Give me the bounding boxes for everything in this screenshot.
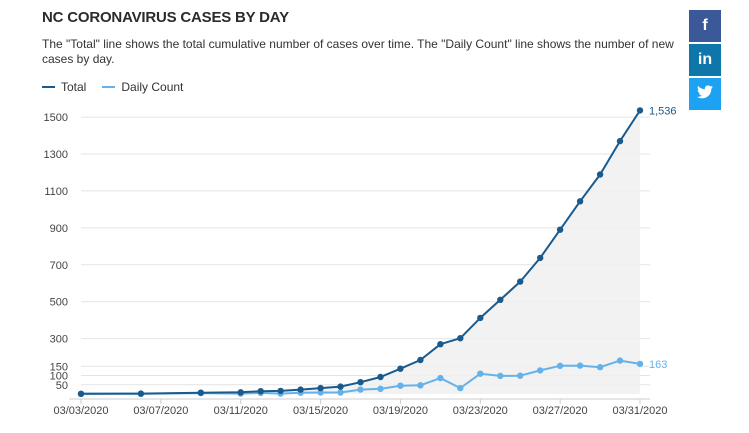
data-point-total[interactable] <box>137 390 145 397</box>
x-tick-label: 03/19/2020 <box>373 405 428 417</box>
data-point-total[interactable] <box>77 390 85 397</box>
data-point-total[interactable] <box>636 107 644 114</box>
data-point-daily-count[interactable] <box>457 384 464 392</box>
data-point-total[interactable] <box>257 388 264 395</box>
y-tick-label: 50 <box>56 380 68 392</box>
data-point-total[interactable] <box>437 341 444 348</box>
data-point-daily-count[interactable] <box>357 386 364 393</box>
data-point-total[interactable] <box>616 137 624 145</box>
data-point-daily-count[interactable] <box>397 382 404 389</box>
data-point-daily-count[interactable] <box>317 389 324 396</box>
legend-swatch-total <box>42 86 55 88</box>
x-tick-label: 03/07/2020 <box>133 405 188 417</box>
data-point-daily-count[interactable] <box>556 362 564 369</box>
linkedin-share-button[interactable]: in <box>689 44 721 76</box>
legend-item-daily-count[interactable]: Daily Count <box>102 80 183 94</box>
legend-item-total[interactable]: Total <box>42 80 86 94</box>
series-line-total <box>80 109 641 395</box>
data-point-total[interactable] <box>237 389 244 396</box>
data-point-total[interactable] <box>417 356 424 364</box>
data-point-daily-count[interactable] <box>497 372 504 380</box>
data-point-total[interactable] <box>357 379 364 386</box>
data-point-daily-count[interactable] <box>337 389 344 396</box>
data-point-total[interactable] <box>497 296 504 303</box>
chart-grid <box>81 116 650 386</box>
linkedin-icon: in <box>697 51 713 68</box>
data-point-total[interactable] <box>477 314 484 322</box>
total-area-fill <box>81 110 640 395</box>
y-tick-label: 500 <box>50 297 68 309</box>
x-tick-label: 03/27/2020 <box>533 405 588 417</box>
x-tick-label: 03/31/2020 <box>612 405 667 417</box>
y-tick-label: 1300 <box>44 149 68 161</box>
y-tick-label: 300 <box>50 334 68 346</box>
data-point-total[interactable] <box>537 254 544 262</box>
data-point-daily-count[interactable] <box>377 385 384 392</box>
data-point-daily-count[interactable] <box>477 370 484 377</box>
data-point-total[interactable] <box>517 278 524 285</box>
data-point-daily-count[interactable] <box>576 362 584 369</box>
y-tick-label: 1500 <box>44 112 68 124</box>
series-group <box>77 107 644 397</box>
data-point-total[interactable] <box>576 198 584 205</box>
chart-subtitle: The "Total" line shows the total cumulat… <box>42 37 674 66</box>
x-tick-label: 03/03/2020 <box>53 405 108 417</box>
end-labels: 163 1,536 <box>649 105 677 370</box>
data-point-daily-count[interactable] <box>517 372 524 379</box>
y-tick-label: 150 <box>50 361 68 373</box>
end-label-total: 1,536 <box>649 105 677 117</box>
y-tick-label: 700 <box>50 260 68 272</box>
data-point-daily-count[interactable] <box>437 374 444 382</box>
end-label-daily-count: 163 <box>649 359 667 371</box>
twitter-share-button[interactable] <box>689 78 721 110</box>
data-point-total[interactable] <box>377 373 384 381</box>
legend-label-total: Total <box>61 80 87 94</box>
facebook-share-button[interactable]: f <box>689 10 721 42</box>
data-point-total[interactable] <box>556 226 564 233</box>
chart-legend: Total Daily Count <box>42 80 199 94</box>
y-tick-label: 100 <box>50 371 68 383</box>
y-tick-label: 1100 <box>44 186 68 198</box>
data-point-daily-count[interactable] <box>537 367 544 374</box>
data-point-total[interactable] <box>596 171 604 178</box>
legend-label-daily-count: Daily Count <box>121 80 184 94</box>
chart-title: NC CORONAVIRUS CASES BY DAY <box>42 9 289 26</box>
data-point-total[interactable] <box>277 387 284 395</box>
y-tick-label: 900 <box>50 223 68 235</box>
x-tick-label: 03/15/2020 <box>293 405 348 417</box>
data-point-daily-count[interactable] <box>596 364 604 371</box>
legend-swatch-daily-count <box>102 86 116 88</box>
twitter-icon <box>697 85 713 103</box>
data-point-daily-count[interactable] <box>616 357 624 364</box>
x-tick-label: 03/23/2020 <box>453 405 508 417</box>
series-line-daily-count <box>81 359 641 395</box>
data-point-total[interactable] <box>317 384 324 392</box>
data-point-total[interactable] <box>197 389 204 396</box>
data-point-daily-count[interactable] <box>417 382 424 389</box>
data-point-total[interactable] <box>297 386 304 393</box>
data-point-total[interactable] <box>457 335 464 342</box>
facebook-icon: f <box>702 17 708 34</box>
social-share-bar: f in <box>689 10 721 112</box>
data-point-daily-count[interactable] <box>636 360 644 368</box>
data-point-total[interactable] <box>337 383 344 390</box>
x-tick-label: 03/11/2020 <box>214 405 268 417</box>
data-point-total[interactable] <box>397 365 404 372</box>
